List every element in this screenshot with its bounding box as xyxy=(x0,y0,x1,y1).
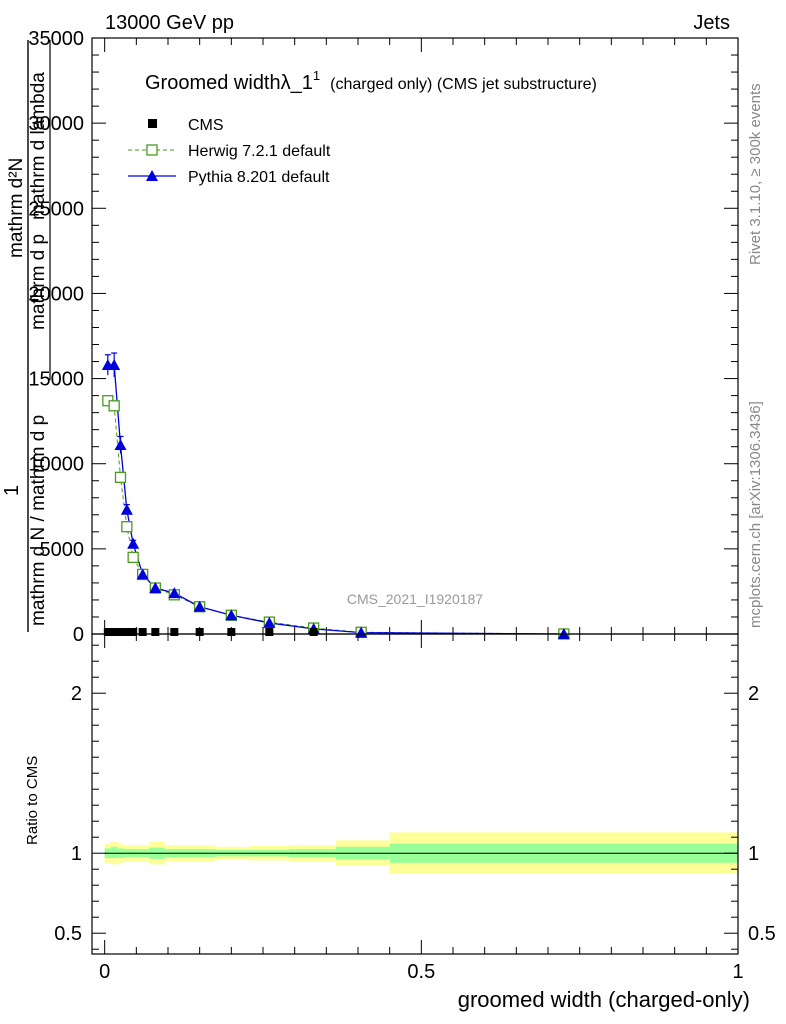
ratio-bands-layer xyxy=(104,832,738,874)
process-label: Jets xyxy=(693,12,730,34)
x-tick-label: 1 xyxy=(732,961,743,983)
cms-point xyxy=(151,628,160,636)
main-series-layer xyxy=(101,352,570,640)
cms-point xyxy=(110,628,119,636)
ylabel-one: 1 xyxy=(1,485,23,496)
main-y-tick-label: 15000 xyxy=(28,369,84,391)
main-y-tick-label: 20000 xyxy=(28,283,84,305)
pythia-point xyxy=(114,438,127,450)
main-y-tick-label: 5000 xyxy=(40,539,85,561)
legend-pythia-label: Pythia 8.201 default xyxy=(188,169,330,186)
ratio-panel-ticks xyxy=(92,634,739,954)
ratio-y-tick-label-right: 0.5 xyxy=(748,923,776,945)
herwig-point xyxy=(121,521,133,533)
main-y-tick-label: 25000 xyxy=(28,198,84,220)
legend-cms-marker xyxy=(148,119,157,128)
x-axis-label: groomed width (charged-only) xyxy=(458,987,750,1012)
cms-point xyxy=(103,628,112,636)
pythia-point xyxy=(193,600,206,612)
legend-pythia-marker xyxy=(146,170,158,181)
cms-point xyxy=(170,628,179,636)
x-tick-label: 0.5 xyxy=(407,961,435,983)
cms-point xyxy=(129,628,138,636)
main-y-tick-label: 35000 xyxy=(28,28,84,50)
ratio-inner-band xyxy=(111,846,118,858)
mcplots-label: mcplots.cern.ch [arXiv:1306.3436] xyxy=(747,401,764,628)
legend-cms-label: CMS xyxy=(188,117,224,134)
ratio-y-tick-label-right: 2 xyxy=(748,683,759,705)
legend-title-main: Groomed widthλ_1 xyxy=(145,72,313,94)
cms-point xyxy=(227,628,236,636)
ratio-y-tick-label-left: 2 xyxy=(71,683,82,705)
main-y-axis-label: mathrm d²N mathrm d p mathrm d lambda 1 … xyxy=(1,40,51,632)
main-panel-ticks xyxy=(92,37,739,635)
ratio-y-tick-label-left: 0.5 xyxy=(54,923,82,945)
legend-title: Groomed widthλ_11 (charged only) (CMS jet… xyxy=(145,68,597,94)
cms-point xyxy=(309,628,318,636)
ylabel-numerator: mathrm d²N xyxy=(6,158,27,258)
herwig-point xyxy=(108,400,120,412)
energy-label: 13000 GeV pp xyxy=(105,12,234,34)
pythia-line xyxy=(107,364,564,635)
watermark: CMS_2021_I1920187 xyxy=(347,591,483,607)
legend-title-sup: 1 xyxy=(313,68,320,83)
cms-point xyxy=(265,628,274,636)
x-tick-label: 0 xyxy=(99,961,110,983)
ratio-panel-frame xyxy=(91,633,739,955)
pythia-point xyxy=(120,503,133,515)
pythia-point xyxy=(136,568,149,580)
cms-point xyxy=(195,628,204,636)
pythia-point xyxy=(225,609,238,621)
ratio-y-axis-label: Ratio to CMS xyxy=(24,756,41,845)
pythia-point xyxy=(168,587,181,599)
main-y-tick-label: 0 xyxy=(73,624,84,646)
legend-herwig-label: Herwig 7.2.1 default xyxy=(188,143,331,160)
cms-point xyxy=(122,628,131,636)
ylabel-denominator: mathrm d N / mathrm d p xyxy=(28,415,49,626)
legend: Groomed widthλ_11 (charged only) (CMS jet… xyxy=(128,68,597,186)
pythia-point xyxy=(108,358,121,370)
ylabel-numerator-tail: mathrm d lambda xyxy=(28,72,49,220)
pythia-point xyxy=(149,582,162,594)
ratio-tick-labels: 0.5 0.51 12 20 0.5 1 xyxy=(54,683,776,983)
cms-point xyxy=(116,628,125,636)
herwig-point xyxy=(114,471,127,483)
cms-point xyxy=(138,628,147,636)
rivet-label: Rivet 3.1.10, ≥ 300k events xyxy=(747,83,764,265)
ratio-y-tick-label-left: 1 xyxy=(71,843,82,865)
main-y-tick-label: 10000 xyxy=(28,454,84,476)
herwig-point xyxy=(127,551,139,564)
ratio-y-tick-label-right: 1 xyxy=(748,843,759,865)
ylabel-numerator-sub: mathrm d p xyxy=(28,234,49,330)
main-y-tick-label: 30000 xyxy=(28,113,84,135)
legend-herwig-marker xyxy=(146,144,158,156)
legend-title-rest: (charged only) (CMS jet substructure) xyxy=(330,76,597,93)
main-y-tick-labels: 0 5000 10000 15000 20000 25000 30000 35000 xyxy=(28,28,84,646)
pythia-point xyxy=(263,616,276,628)
pythia-point xyxy=(127,537,140,549)
